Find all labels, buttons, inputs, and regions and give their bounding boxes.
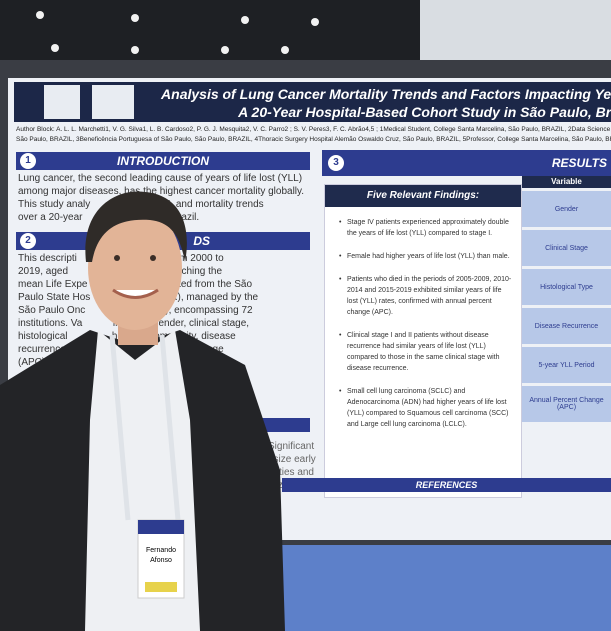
logo (92, 85, 134, 119)
section-header (262, 418, 310, 432)
findings-list: Stage IV patients experienced approximat… (325, 207, 521, 430)
table-body: Gender Clinical Stage Histological Type Dis… (522, 191, 611, 422)
table-row: Disease Recurrence (522, 308, 611, 344)
section-header: 1 INTRODUCTION (16, 152, 310, 170)
light (221, 46, 229, 54)
light (51, 44, 59, 52)
finding: Clinical stage I and II patients without… (339, 330, 513, 374)
table-row: Clinical Stage (522, 230, 611, 266)
badge-band (138, 520, 184, 534)
light (311, 18, 319, 26)
table-header: Variable (522, 176, 611, 188)
title-bar: Analysis of Lung Cancer Mortality Trends… (14, 82, 611, 122)
table-row: Annual Percent Change (APC) (522, 386, 611, 422)
ceiling-lights (36, 11, 319, 54)
findings-box: Five Relevant Findings: Stage IV patient… (324, 184, 522, 498)
light (131, 14, 139, 22)
smile (112, 288, 159, 299)
eye (114, 255, 120, 261)
light (131, 46, 139, 54)
intro-line: over a 20-year Brazil. (18, 212, 200, 223)
lanyard (109, 334, 181, 521)
variable-table: Variable Gender Clinical Stage Histologica… (522, 176, 611, 476)
table-row: 5-year YLL Period (522, 347, 611, 383)
affiliations: São Paulo, BRAZIL, 3Beneficência Portugu… (16, 136, 611, 143)
finding: Female had higher years of life lost (YL… (339, 251, 513, 262)
poster-subtitle: A 20-Year Hospital-Based Cohort Study in… (238, 104, 611, 120)
conclusion-line: rities and (273, 467, 314, 478)
finding: Stage IV patients experienced approximat… (339, 217, 513, 239)
hair (85, 191, 187, 262)
section-title: INTRODUCTION (117, 154, 209, 168)
authors: Author Block: A. L. L. Marchetti1, V. G.… (16, 126, 611, 133)
intro-line: among major diseases, has the highest ca… (18, 186, 305, 197)
section-number: 3 (328, 155, 344, 171)
conclusion-line: Significant (268, 441, 315, 452)
face (88, 206, 182, 330)
badge-name: Fernando (146, 547, 176, 554)
light (36, 11, 44, 19)
light (241, 16, 249, 24)
section-title: RESULTS (551, 156, 607, 170)
section-number: 1 (20, 153, 36, 169)
table-row: Histological Type (522, 269, 611, 305)
badge-surname: Afonso (150, 557, 172, 564)
finding: Small cell lung carcinoma (SCLC) and Ade… (339, 386, 513, 430)
light (281, 46, 289, 54)
finding: Patients who died in the periods of 2005… (339, 274, 513, 318)
conclusion-line: asize early (268, 454, 316, 465)
table-row: Gender (522, 191, 611, 227)
logo (44, 85, 80, 119)
findings-header: Five Relevant Findings: (325, 185, 521, 207)
intro-line: Lung cancer, the second leading cause of… (18, 173, 303, 184)
references-bar: REFERENCES (282, 478, 611, 492)
section-header: 3 RESULTS (322, 150, 611, 176)
references-title: REFERENCES (415, 480, 478, 490)
carpet (270, 545, 611, 631)
poster-title: Analysis of Lung Cancer Mortality Trends… (161, 86, 611, 102)
badge-ribbon (145, 582, 177, 592)
section-number: 2 (20, 233, 36, 249)
eye (150, 255, 156, 261)
section-title: DS (193, 234, 210, 248)
